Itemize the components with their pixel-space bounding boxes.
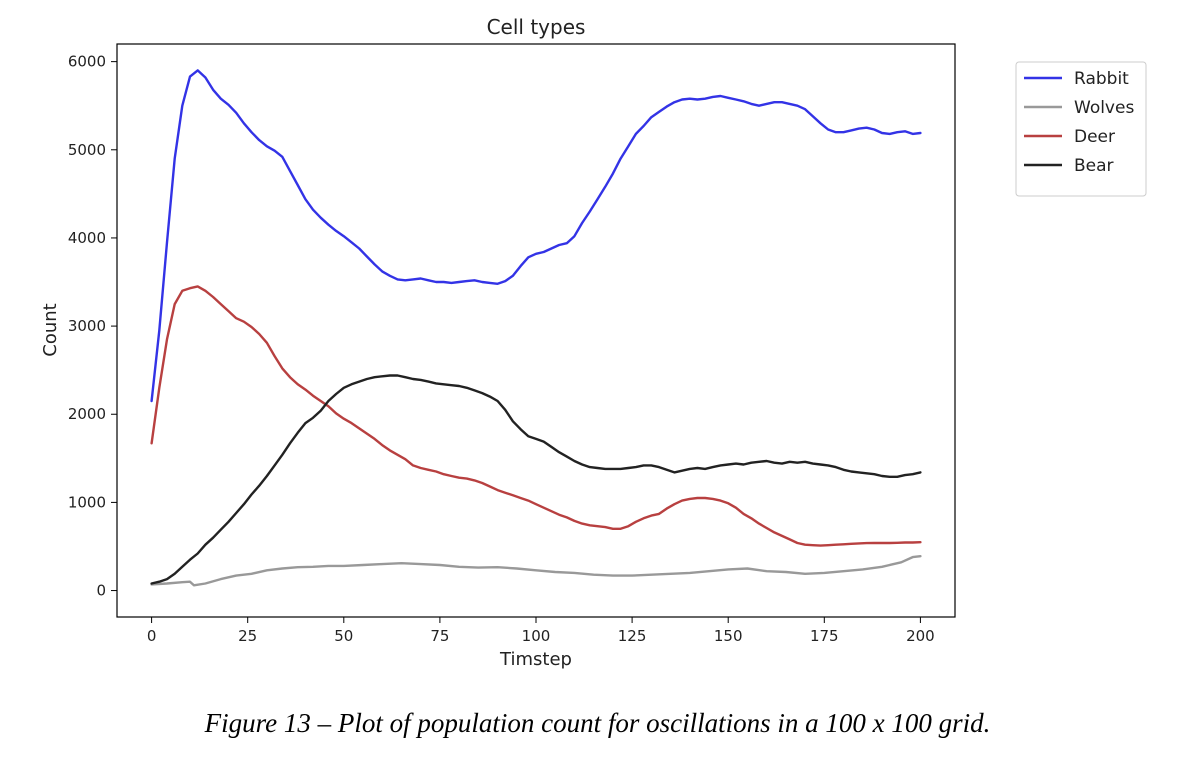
legend-label-wolves: Wolves: [1074, 98, 1134, 118]
legend-box: [1015, 61, 1147, 197]
series-layer: [150, 69, 922, 587]
x-tick-label: 75: [430, 627, 449, 645]
y-tick-label: 4000: [68, 229, 106, 247]
legend-label-deer: Deer: [1074, 127, 1115, 147]
legend-label-rabbit: Rabbit: [1074, 69, 1129, 89]
x-tick-label: 150: [714, 627, 743, 645]
x-axis-label: Timstep: [499, 649, 572, 670]
legend: Rabbit Wolves Deer Bear: [1015, 61, 1147, 197]
x-tick-label: 175: [810, 627, 839, 645]
figure-caption: Figure 13 – Plot of population count for…: [204, 708, 991, 738]
x-tick-label: 0: [147, 627, 157, 645]
chart-title: Cell types: [487, 15, 586, 39]
y-tick-label: 2000: [68, 405, 106, 423]
x-tick-label: 100: [522, 627, 551, 645]
x-tick-label: 50: [334, 627, 353, 645]
y-tick-label: 1000: [68, 493, 106, 511]
y-tick-label: 0: [96, 582, 106, 600]
y-tick-label: 3000: [68, 317, 106, 335]
series-line-rabbit: [150, 69, 922, 403]
y-axis-label: Count: [40, 303, 61, 356]
y-tick-label: 6000: [68, 53, 106, 71]
x-tick-label: 25: [238, 627, 257, 645]
series-line-wolves: [150, 555, 922, 587]
x-tick-label: 125: [618, 627, 647, 645]
series-line-bear: [150, 374, 922, 585]
chart-container: 0 25 50 75 100 125 150 175 200 0 1000 2000 3000 4000 5…: [40, 15, 1147, 670]
axes-layer: 0 25 50 75 100 125 150 175 200010002000300040005…: [68, 43, 956, 645]
population-line-chart: 0 25 50 75 100 125 150 175 200010002000300040005…: [40, 15, 1147, 670]
legend-label-bear: Bear: [1074, 156, 1114, 176]
x-tick-label: 200: [906, 627, 935, 645]
y-tick-label: 5000: [68, 141, 106, 159]
series-line-deer: [150, 285, 922, 547]
